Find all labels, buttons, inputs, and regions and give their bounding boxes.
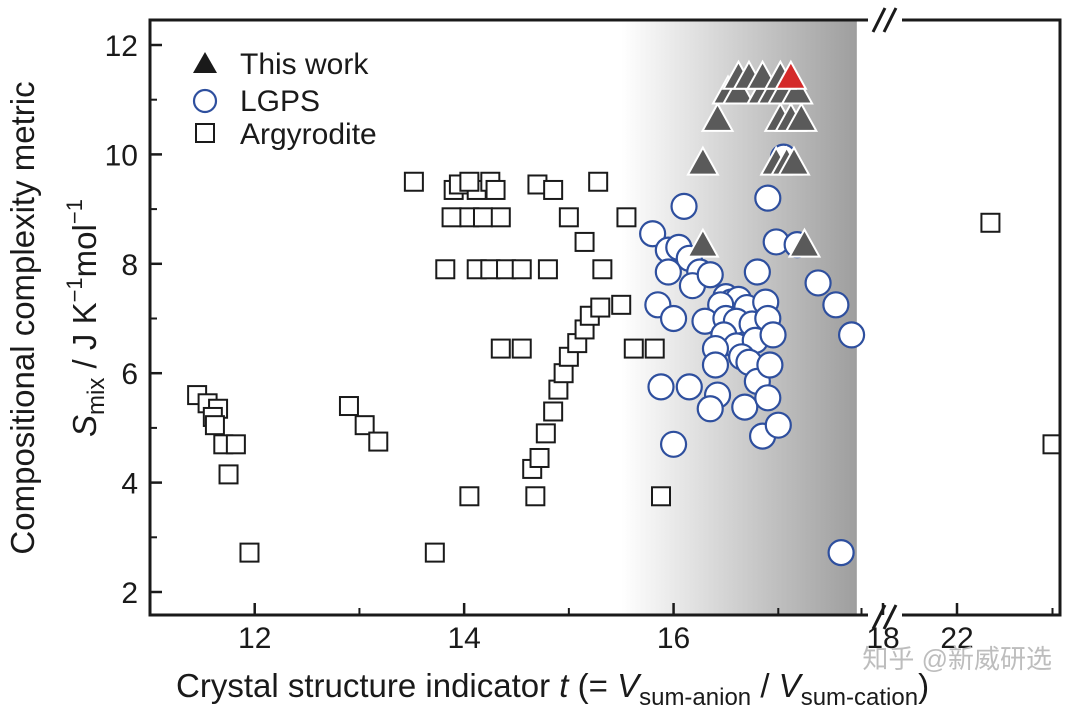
legend-label-lgps: LGPS <box>240 85 320 118</box>
argyrodite-point <box>558 207 579 228</box>
lgps-point <box>731 393 759 421</box>
y-axis-unit: Smix / J K−1mol−1 <box>62 199 110 437</box>
lgps-point <box>764 411 792 439</box>
argyrodite-point <box>644 338 665 359</box>
y-tick-label-8: 8 <box>121 249 138 282</box>
argyrodite-point <box>592 259 613 280</box>
argyrodite-point <box>490 207 511 228</box>
lgps-point <box>659 304 688 333</box>
lgps-point <box>696 261 724 289</box>
y-axis-title-line1: Compositional complexity metric <box>4 81 41 554</box>
y-tick-label-4: 4 <box>121 468 138 501</box>
lgps-point <box>654 258 682 286</box>
this-work-point <box>686 145 720 176</box>
y-tick-label-6: 6 <box>121 358 138 391</box>
argyrodite-point <box>529 447 550 468</box>
lgps-point <box>754 384 782 412</box>
y-tick-label-12: 12 <box>105 30 138 63</box>
argyrodite-point <box>623 338 644 359</box>
argyrodite-point <box>616 207 637 228</box>
legend-marker-lgps <box>192 88 218 114</box>
x-axis-title: Crystal structure indicator t (= Vsum-an… <box>176 667 929 711</box>
argyrodite-point <box>225 434 246 455</box>
argyrodite-point <box>611 294 632 315</box>
argyrodite-point <box>1042 434 1060 455</box>
lgps-point <box>701 351 730 379</box>
y-tick-label-2: 2 <box>121 577 138 610</box>
argyrodite-point <box>574 231 595 252</box>
x-tick-label-14: 14 <box>447 622 480 655</box>
argyrodite-point <box>485 179 506 200</box>
argyrodite-point <box>548 379 569 400</box>
legend-label-this-work: This work <box>240 48 369 81</box>
legend: This work LGPS Argyrodite <box>192 48 377 151</box>
this-work-highlight-point <box>774 59 808 90</box>
argyrodite-point <box>204 415 225 436</box>
argyrodite-point <box>424 542 445 563</box>
lgps-point <box>759 321 787 349</box>
argyrodite-point <box>354 415 375 436</box>
argyrodite-point <box>511 338 532 359</box>
this-work-point <box>777 145 811 176</box>
legend-label-argyrodite: Argyrodite <box>240 118 377 151</box>
legend-marker-argyrodite <box>195 123 215 143</box>
this-work-point <box>784 101 819 132</box>
lgps-point <box>670 192 698 220</box>
lgps-point <box>804 269 832 297</box>
argyrodite-point <box>459 486 480 507</box>
x-tick-label-16: 16 <box>657 622 690 655</box>
y-tick-label-10: 10 <box>105 139 138 172</box>
lgps-point <box>754 184 782 212</box>
lgps-point <box>639 220 667 248</box>
data-markers <box>187 59 1060 567</box>
axis-break <box>868 7 902 630</box>
argyrodite-point <box>537 259 558 280</box>
lgps-point <box>743 258 771 286</box>
y-axis-ticks: 2 4 6 8 10 12 <box>105 30 162 610</box>
this-work-point <box>686 227 720 258</box>
lgps-point <box>837 321 866 349</box>
x-tick-label-18: 18 <box>866 622 899 655</box>
this-work-point <box>721 74 756 105</box>
argyrodite-point <box>543 179 564 200</box>
argyrodite-point <box>588 171 609 192</box>
lgps-point <box>647 373 675 401</box>
argyrodite-point <box>651 486 672 507</box>
argyrodite-point <box>403 171 424 192</box>
argyrodite-point <box>535 423 556 444</box>
this-work-point <box>780 74 814 105</box>
argyrodite-point <box>472 207 493 228</box>
lgps-point <box>822 291 850 319</box>
argyrodite-point <box>490 338 511 359</box>
x-tick-label-22: 22 <box>940 622 973 655</box>
argyrodite-point <box>511 259 532 280</box>
argyrodite-point <box>218 464 239 485</box>
lgps-point <box>756 351 784 379</box>
lgps-point <box>675 373 703 401</box>
this-work-point <box>787 227 822 258</box>
argyrodite-point <box>435 259 456 280</box>
lgps-point <box>659 430 688 458</box>
x-axis-ticks: 12 14 16 18 22 <box>238 603 1054 655</box>
argyrodite-point <box>441 207 462 228</box>
x-tick-label-12: 12 <box>238 622 271 655</box>
argyrodite-point <box>338 396 359 417</box>
y-axis-title: Compositional complexity metric <box>4 81 41 554</box>
argyrodite-point <box>368 431 389 452</box>
argyrodite-point <box>459 171 480 192</box>
argyrodite-point <box>553 363 574 384</box>
y-axis-title-line2: Smix / J K−1mol−1 <box>62 199 110 437</box>
argyrodite-point <box>590 297 611 318</box>
argyrodite-point <box>543 401 564 422</box>
argyrodite-point <box>525 486 546 507</box>
lgps-point <box>696 395 724 423</box>
legend-marker-this-work <box>193 52 217 73</box>
watermark: 知乎 @新威研选 <box>862 644 1052 674</box>
argyrodite-point <box>239 542 260 563</box>
argyrodite-point <box>980 212 1001 233</box>
this-work-point <box>700 101 735 132</box>
lgps-point <box>827 539 855 567</box>
